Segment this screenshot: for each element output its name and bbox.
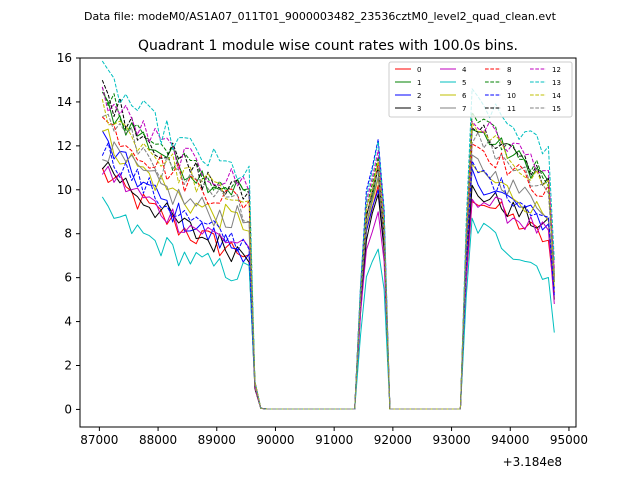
axes-frame: [79, 57, 577, 428]
legend-label-10: 10: [507, 92, 516, 100]
y-tick-label: 6: [64, 271, 72, 285]
x-tick-label: 88000: [139, 433, 177, 447]
y-tick-label: 8: [64, 227, 72, 241]
legend-label-7: 7: [462, 105, 466, 113]
series-line-12: [101, 86, 555, 410]
legend-frame: [388, 61, 573, 118]
y-tick-label: 14: [57, 95, 72, 109]
x-tick-label: 92000: [374, 433, 412, 447]
legend-label-4: 4: [462, 66, 467, 74]
x-tick-label: 87000: [80, 433, 118, 447]
series-line-15: [102, 113, 555, 410]
legend-label-12: 12: [552, 66, 561, 74]
y-tick-label: 0: [64, 402, 72, 416]
legend-label-9: 9: [507, 79, 511, 87]
x-tick-label: 91000: [315, 433, 353, 447]
legend-label-2: 2: [417, 92, 421, 100]
y-tick-label: 12: [57, 139, 72, 153]
legend-label-11: 11: [507, 105, 516, 113]
x-tick-label: 93000: [432, 433, 470, 447]
series-line-14: [101, 98, 555, 410]
y-tick-label: 4: [64, 315, 72, 329]
x-tick-label: 95000: [550, 433, 588, 447]
y-tick-label: 10: [57, 183, 72, 197]
legend-label-6: 6: [462, 92, 467, 100]
series-layer: [101, 60, 555, 410]
x-tick-label: 90000: [256, 433, 294, 447]
legend-label-8: 8: [507, 66, 511, 74]
legend-label-0: 0: [417, 66, 421, 74]
suptitle: Data file: modeM0/AS1A07_011T01_90000034…: [84, 10, 557, 23]
y-tick-label: 16: [57, 51, 72, 65]
x-tick-label: 89000: [198, 433, 236, 447]
legend-label-5: 5: [462, 79, 466, 87]
x-offset-label: +3.184e8: [503, 455, 562, 469]
legend-label-3: 3: [417, 105, 421, 113]
legend-label-13: 13: [552, 79, 561, 87]
x-tick-label: 94000: [491, 433, 529, 447]
legend-label-15: 15: [552, 105, 561, 113]
x-axis: 87000 88000 89000 90000 91000 92000 93000 94000…: [80, 427, 588, 447]
y-tick-label: 2: [64, 359, 72, 373]
chart-title: Quadrant 1 module wise count rates with …: [138, 38, 518, 54]
y-axis: 0 2 4 6 8 10 12 14 16: [57, 51, 80, 416]
plot-area: [80, 58, 576, 427]
legend-label-1: 1: [417, 79, 421, 87]
legend-label-14: 14: [552, 92, 561, 100]
